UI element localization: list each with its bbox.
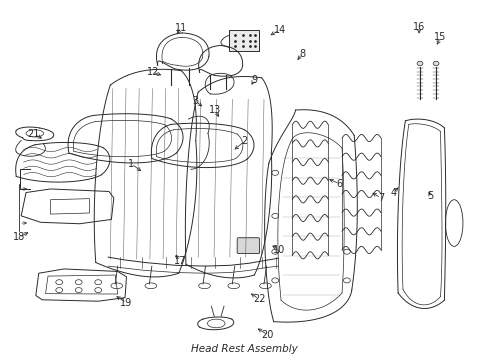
Text: 19: 19 (120, 298, 132, 308)
Text: 3: 3 (192, 96, 199, 106)
Text: 9: 9 (251, 75, 257, 85)
Text: 7: 7 (377, 193, 384, 203)
Text: 1: 1 (128, 159, 134, 169)
Text: 10: 10 (272, 245, 284, 255)
Text: 2: 2 (241, 136, 247, 146)
Ellipse shape (343, 278, 349, 283)
Text: Head Rest Assembly: Head Rest Assembly (191, 343, 297, 354)
Ellipse shape (75, 288, 82, 293)
FancyBboxPatch shape (237, 238, 259, 253)
Ellipse shape (271, 278, 278, 283)
Ellipse shape (56, 280, 62, 285)
Text: 21: 21 (28, 129, 40, 139)
Text: 6: 6 (336, 179, 342, 189)
Ellipse shape (432, 61, 438, 66)
Text: 12: 12 (146, 67, 159, 77)
Ellipse shape (271, 170, 278, 175)
Ellipse shape (95, 288, 102, 293)
Text: 4: 4 (389, 188, 395, 198)
Text: 13: 13 (209, 105, 221, 115)
Text: 20: 20 (261, 330, 274, 340)
Text: 16: 16 (412, 22, 425, 32)
Ellipse shape (75, 280, 82, 285)
Ellipse shape (95, 280, 102, 285)
Text: 18: 18 (13, 232, 25, 242)
Ellipse shape (271, 249, 278, 254)
Text: 22: 22 (252, 294, 265, 304)
Text: 8: 8 (298, 49, 305, 59)
Text: 5: 5 (427, 191, 433, 201)
Text: 17: 17 (174, 256, 186, 266)
Ellipse shape (56, 288, 62, 293)
Text: 11: 11 (175, 23, 187, 33)
Text: 15: 15 (433, 32, 446, 42)
Ellipse shape (416, 61, 422, 66)
Ellipse shape (343, 249, 349, 254)
Ellipse shape (271, 213, 278, 219)
FancyBboxPatch shape (228, 30, 259, 51)
Text: 14: 14 (273, 25, 285, 35)
